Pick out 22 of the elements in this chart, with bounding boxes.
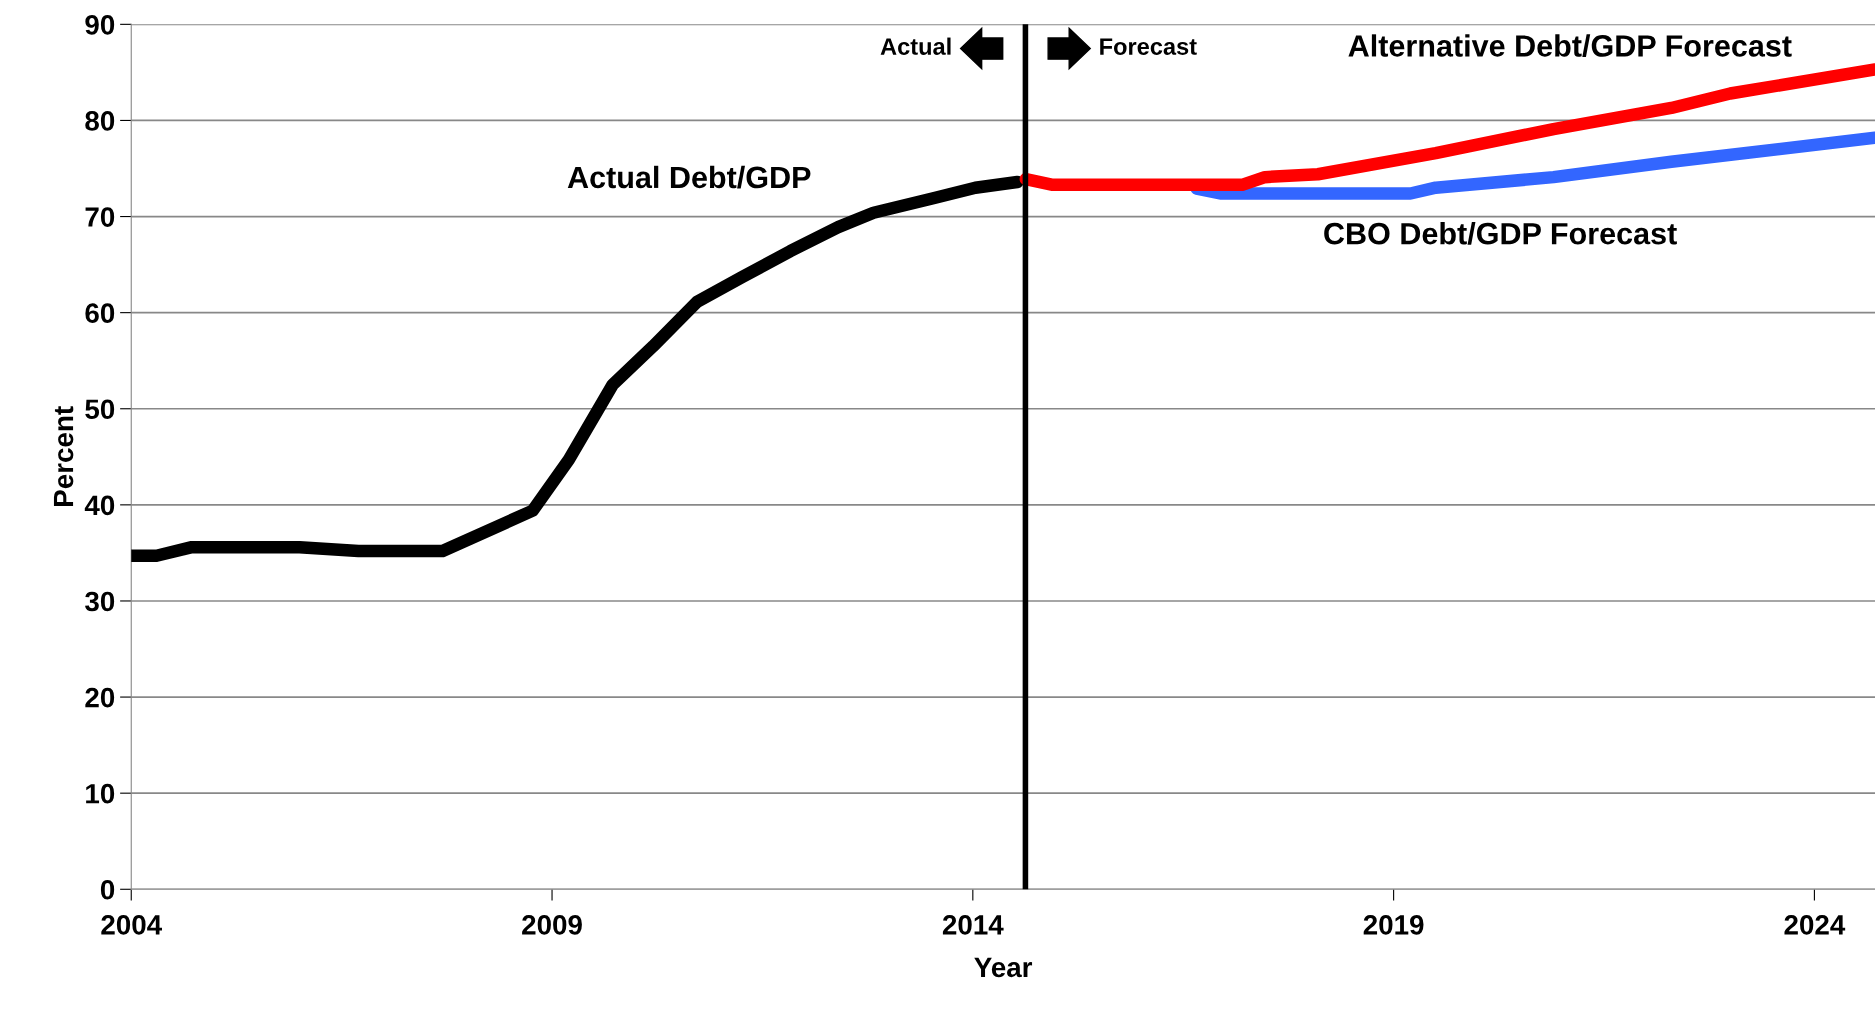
- y-tick-label: 10: [86, 783, 115, 804]
- x-tick-label: 2014: [942, 915, 1004, 935]
- annotation: Forecast: [1100, 38, 1197, 55]
- y-tick-label: 20: [85, 687, 115, 708]
- series-label: Alternative Debt/GDP Forecast: [1348, 34, 1792, 58]
- x-tick-label: 2019: [1363, 915, 1424, 935]
- x-tick-label: 2024: [1784, 915, 1846, 935]
- x-tick-label: 2009: [522, 915, 582, 935]
- y-axis-title: Percent: [53, 406, 74, 506]
- y-tick-label: 80: [85, 111, 115, 131]
- y-tick-label: 60: [85, 303, 115, 323]
- y-tick-label: 30: [85, 591, 115, 612]
- series-label: CBO Debt/GDP Forecast: [1324, 222, 1677, 245]
- y-tick-label: 50: [85, 399, 115, 420]
- x-tick-label: 2004: [101, 915, 162, 935]
- annotation: Actual: [880, 37, 951, 55]
- y-tick-label: 70: [85, 207, 115, 227]
- series-label: Actual Debt/GDP: [567, 165, 811, 189]
- y-tick-label: 90: [85, 15, 115, 35]
- x-axis-title: Year: [974, 957, 1033, 978]
- y-tick-label: 0: [100, 879, 115, 900]
- y-tick-label: 40: [84, 495, 115, 516]
